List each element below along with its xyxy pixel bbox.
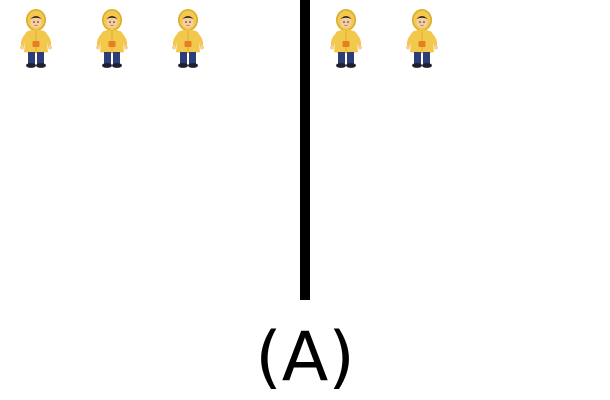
right-figure-group — [326, 6, 442, 70]
right-panel — [310, 0, 610, 300]
child-in-yellow-raincoat-icon — [16, 6, 56, 70]
child-in-yellow-raincoat-icon — [402, 6, 442, 70]
child-in-yellow-raincoat-icon — [168, 6, 208, 70]
left-panel — [0, 0, 300, 300]
option-label: (A) — [255, 318, 355, 397]
left-figure-group — [16, 6, 208, 70]
divider-line — [300, 0, 310, 300]
child-in-yellow-raincoat-icon — [326, 6, 366, 70]
child-in-yellow-raincoat-icon — [92, 6, 132, 70]
